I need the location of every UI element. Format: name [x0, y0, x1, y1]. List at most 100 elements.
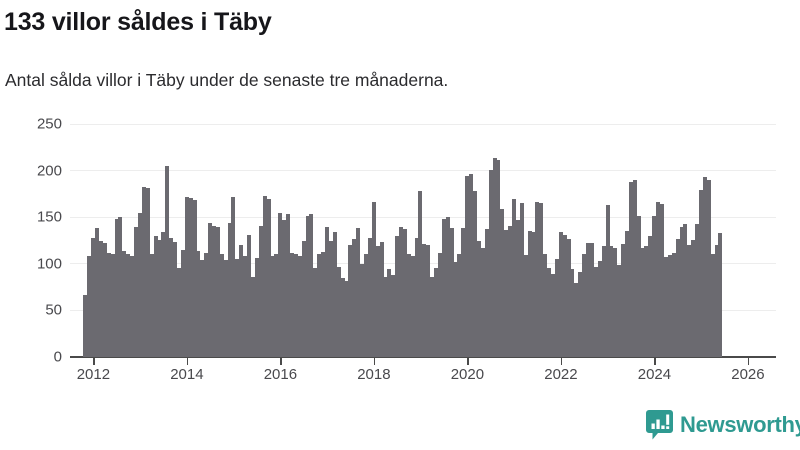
bar — [527, 231, 532, 357]
bar — [515, 220, 520, 357]
bar — [582, 254, 587, 357]
bar — [83, 294, 88, 357]
x-axis-tick-label: 2026 — [731, 366, 765, 383]
bar — [679, 227, 684, 357]
bar — [134, 226, 139, 357]
x-axis-tick-label: 2012 — [76, 366, 111, 383]
bar-series — [83, 157, 723, 357]
bar — [356, 228, 361, 357]
bar — [511, 198, 516, 357]
bar — [523, 255, 528, 357]
bar — [624, 231, 629, 357]
bar — [605, 205, 610, 357]
bar — [457, 254, 462, 357]
bar — [278, 212, 283, 357]
bar — [286, 214, 291, 357]
bar — [543, 254, 548, 357]
bar — [402, 229, 407, 357]
bar — [613, 247, 618, 357]
bar — [391, 274, 396, 357]
bar — [663, 257, 668, 357]
bar — [453, 261, 458, 357]
bar — [367, 237, 372, 357]
bar — [219, 254, 224, 357]
bar — [550, 274, 555, 357]
bar — [656, 202, 661, 357]
bar — [710, 254, 715, 357]
bar — [695, 223, 700, 357]
gridline — [70, 123, 776, 125]
bar — [328, 240, 333, 357]
bar — [297, 256, 302, 357]
bar — [461, 228, 466, 357]
x-axis-tick-label: 2016 — [263, 366, 298, 383]
bar — [317, 254, 322, 357]
bar — [632, 179, 637, 357]
bar — [566, 238, 571, 357]
bar — [539, 203, 544, 357]
bar — [706, 179, 711, 357]
bar — [644, 246, 649, 357]
bar — [270, 256, 275, 357]
bar — [176, 268, 181, 357]
bar — [204, 252, 209, 357]
bar — [239, 245, 244, 357]
x-axis-tick-mark — [280, 358, 282, 365]
bar — [597, 261, 602, 357]
bar — [161, 232, 166, 357]
bar — [243, 256, 248, 357]
bar — [687, 245, 692, 357]
bar — [352, 238, 357, 357]
bar — [660, 204, 665, 357]
bar — [508, 225, 513, 357]
x-axis-tick-mark — [747, 358, 750, 365]
bar — [169, 237, 174, 357]
bar — [671, 252, 676, 357]
bar — [149, 254, 154, 357]
y-axis-tick-label: 50 — [45, 301, 62, 319]
bar — [313, 268, 318, 357]
bar — [667, 255, 672, 357]
page-title: 133 villor såldes i Täby — [4, 8, 272, 36]
bar — [574, 283, 579, 357]
x-axis-tick-mark — [93, 358, 95, 365]
bar — [535, 202, 540, 357]
bar — [360, 263, 365, 357]
bar — [714, 245, 719, 357]
bar-chart-speech-bubble-icon — [646, 410, 673, 440]
bar — [153, 235, 158, 357]
axes: 2012 2014 2016 2018 2020 2022 2024 2026 — [76, 358, 765, 383]
bar — [683, 223, 688, 357]
bar — [184, 196, 189, 357]
bar — [196, 250, 201, 357]
bar — [157, 239, 162, 357]
x-axis-tick-mark — [654, 358, 656, 365]
bar — [91, 237, 96, 357]
bar — [699, 190, 703, 357]
bar — [593, 266, 598, 357]
bar — [399, 227, 403, 357]
bar — [554, 259, 559, 357]
newsworthy-logo[interactable]: Newsworthy — [646, 410, 800, 440]
bar — [118, 217, 123, 357]
bar — [500, 208, 505, 357]
bar — [87, 256, 92, 357]
bar — [254, 258, 259, 357]
bar — [449, 228, 454, 357]
bar — [640, 247, 645, 357]
bar — [496, 160, 501, 357]
bar — [480, 247, 485, 357]
bar — [387, 269, 392, 357]
bar — [562, 234, 567, 357]
x-axis-tick-mark — [373, 358, 376, 365]
bar — [648, 235, 653, 357]
bar — [473, 191, 478, 357]
x-axis-tick-label: 2020 — [450, 366, 485, 383]
bar — [617, 264, 622, 357]
bar — [371, 202, 376, 357]
bar — [95, 228, 100, 357]
bar — [445, 217, 450, 357]
bar — [718, 233, 723, 357]
bar — [340, 277, 345, 357]
